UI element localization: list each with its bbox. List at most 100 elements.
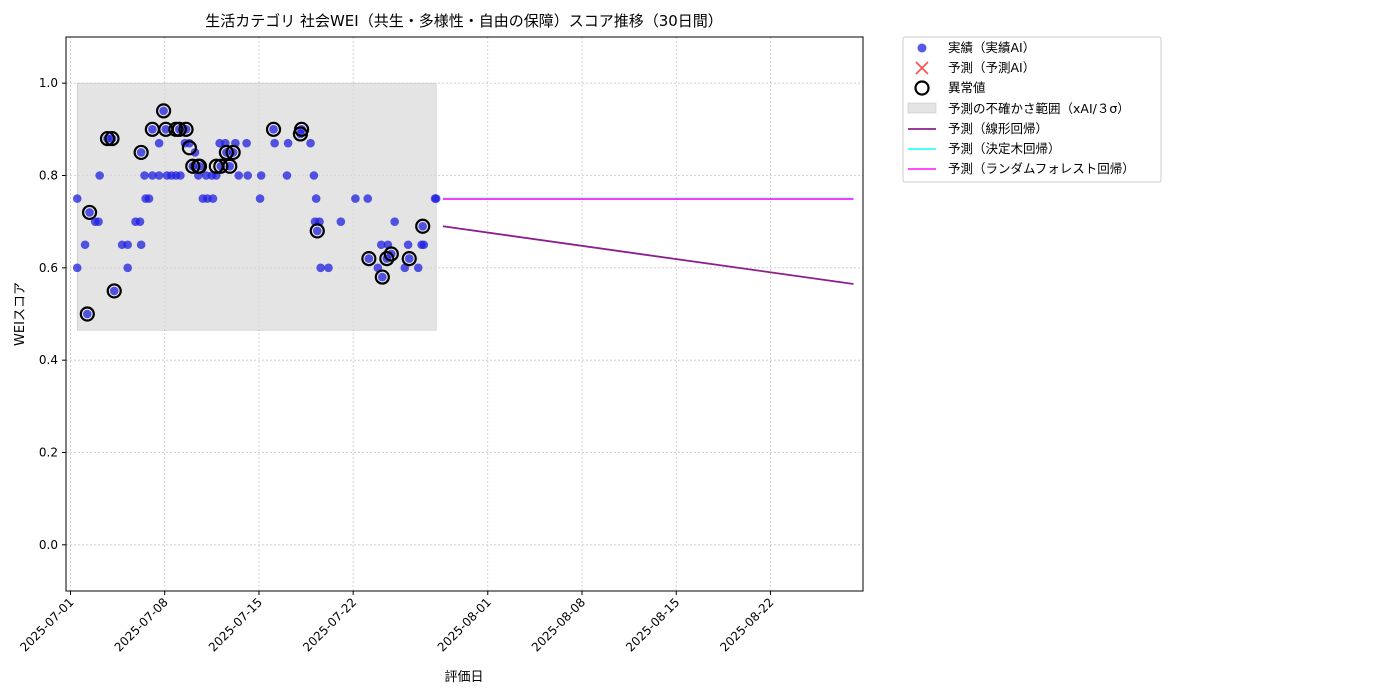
actual-point <box>159 106 168 116</box>
actual-point <box>364 254 374 263</box>
legend-predicted-label: 予測（予測AI） <box>948 60 1035 75</box>
outlier-marker <box>133 144 149 161</box>
outlier-marker <box>374 269 390 285</box>
legend-forest-label: 予測（ランダムフォレスト回帰） <box>948 161 1135 176</box>
legend-actual-label: 実績（実績AI） <box>948 40 1035 55</box>
legend: 実績（実績AI） 予測（予測AI） 異常値 予測の不確かさ範囲（xAI/３σ） … <box>902 36 1162 183</box>
actual-point <box>419 240 429 250</box>
legend-outlier-marker <box>914 80 930 96</box>
x-tick-label: 2025-07-08 <box>112 595 171 654</box>
actual-point <box>161 125 171 134</box>
legend-band-label: 予測の不確かさ範囲（xAI/３σ） <box>948 101 1130 116</box>
outlier-marker <box>401 251 417 267</box>
outlier-marker <box>155 103 172 119</box>
actual-point <box>136 240 146 250</box>
actual-point <box>234 171 244 180</box>
actual-point <box>403 240 413 250</box>
actual-point <box>72 194 82 203</box>
actual-point <box>94 217 103 226</box>
y-tick-label: 0.2 <box>39 446 58 460</box>
actual-point <box>324 263 333 273</box>
actual-point <box>404 254 414 263</box>
actual-point <box>306 138 315 148</box>
legend-frame <box>902 36 1162 183</box>
y-axis-label: WEIスコア <box>13 282 28 346</box>
x-tick-label: 2025-07-01 <box>17 595 76 654</box>
outlier-marker <box>379 251 395 267</box>
x-tick-label: 2025-07-15 <box>206 595 265 654</box>
actual-point <box>413 263 423 273</box>
actual-point <box>176 171 185 180</box>
actual-point <box>123 263 132 273</box>
outlier-marker <box>222 158 238 174</box>
linear-regression-line <box>442 225 854 285</box>
actual-point <box>243 171 253 180</box>
outlier-marker <box>218 144 235 161</box>
y-tick-label: 1.0 <box>39 76 58 90</box>
actual-point <box>83 309 92 319</box>
outlier-marker <box>213 158 229 174</box>
plot-frame <box>65 36 864 592</box>
actual-point <box>95 171 104 180</box>
y-tick-label: 0.4 <box>39 353 58 367</box>
y-tick-label: 0.0 <box>39 538 58 552</box>
actual-point <box>378 272 387 282</box>
outlier-marker <box>309 223 325 239</box>
actual-point <box>154 138 164 148</box>
x-axis-label: 評価日 <box>444 670 483 685</box>
actual-point <box>136 148 146 157</box>
outlier-marker <box>191 158 208 174</box>
actual-point <box>256 171 266 180</box>
actual-point <box>282 171 292 180</box>
actual-point <box>140 171 149 180</box>
actual-point <box>123 240 132 250</box>
legend-outliers-label: 異常値 <box>948 80 986 95</box>
x-tick-label: 2025-07-22 <box>300 595 359 654</box>
x-tick-label: 2025-08-08 <box>529 595 588 654</box>
actual-point <box>316 263 325 273</box>
outlier-marker <box>293 121 310 137</box>
outlier-marker <box>225 144 241 161</box>
actual-point <box>418 221 428 231</box>
outlier-marker <box>265 121 282 137</box>
legend-actual-marker <box>917 43 927 53</box>
outlier-marker <box>383 246 399 262</box>
actual-point <box>144 194 154 203</box>
outlier-marker <box>99 130 116 147</box>
outlier-marker <box>415 218 431 234</box>
actual-point <box>135 217 145 226</box>
outlier-marker <box>361 251 377 267</box>
actual-point <box>85 208 94 217</box>
outlier-marker <box>79 306 95 322</box>
actual-point <box>351 194 360 203</box>
outlier-marker <box>178 121 194 137</box>
outlier-marker <box>104 130 120 147</box>
actual-point <box>283 138 293 148</box>
outlier-marker <box>181 140 197 156</box>
y-tick-label: 0.6 <box>39 261 58 275</box>
actual-point <box>390 217 399 226</box>
y-tick-label: 0.8 <box>39 169 58 183</box>
x-tick-label: 2025-08-22 <box>717 595 776 654</box>
chart-title: 生活カテゴリ 社会WEI（共生・多様性・自由の保障）スコア推移（30日間） <box>205 12 723 30</box>
actual-point <box>363 194 373 203</box>
x-tick-label: 2025-08-01 <box>435 595 494 654</box>
actual-point <box>336 217 346 226</box>
actual-point <box>80 240 90 250</box>
actual-point <box>72 263 82 273</box>
legend-tree-label: 予測（決定木回帰） <box>948 141 1061 156</box>
actual-point <box>242 138 251 148</box>
actual-point <box>309 171 319 180</box>
actual-point <box>312 226 322 236</box>
actual-point <box>255 194 265 203</box>
outlier-marker <box>171 121 187 137</box>
legend-predicted-marker <box>915 61 929 75</box>
actual-point <box>148 125 157 134</box>
outlier-marker <box>185 158 201 174</box>
actual-point <box>208 194 218 203</box>
actual-point <box>431 194 441 203</box>
outlier-marker <box>81 204 98 221</box>
actual-point <box>109 286 119 296</box>
actual-point <box>311 194 321 203</box>
